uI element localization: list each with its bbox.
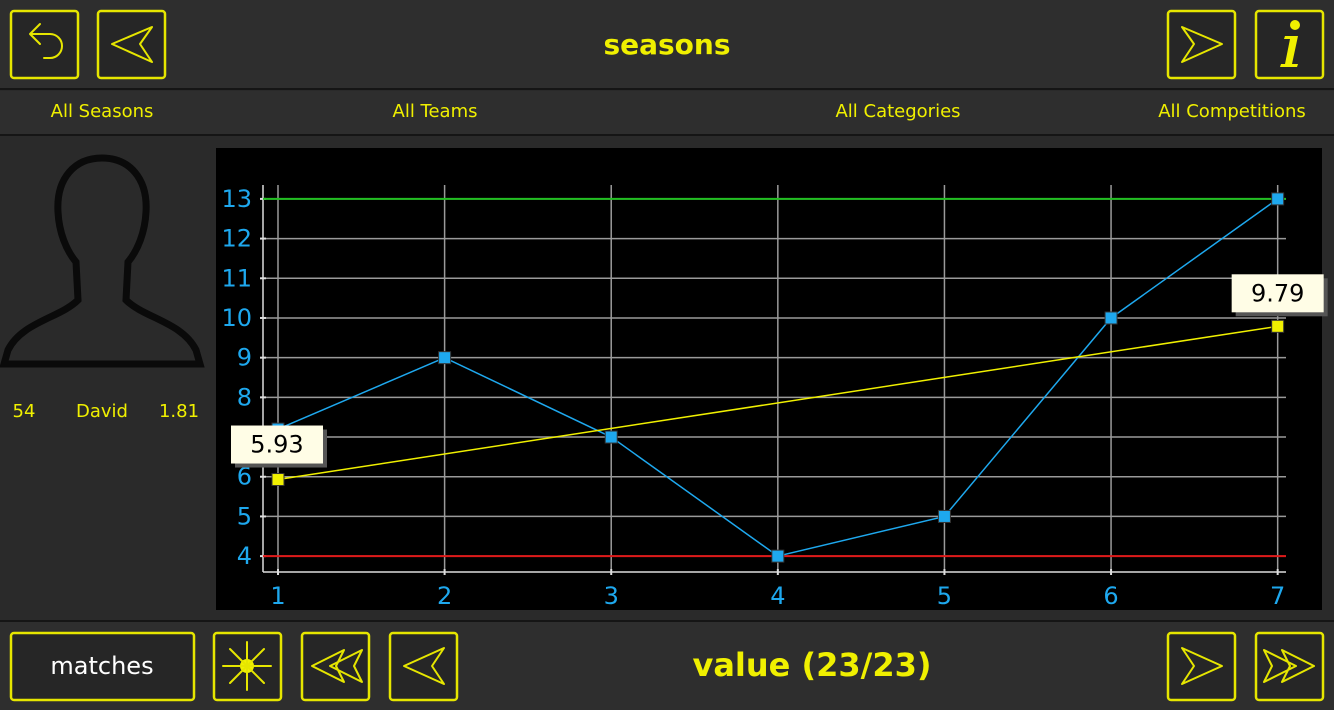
- player-number: 54: [13, 401, 36, 422]
- y-tick-label: 12: [221, 225, 252, 253]
- x-tick-label: 7: [1270, 582, 1285, 610]
- prev-button[interactable]: [96, 9, 167, 80]
- value-counter: value (23/23): [692, 646, 931, 684]
- chart: 4567891011121312345675.939.79: [221, 185, 1328, 610]
- x-tick-label: 4: [770, 582, 785, 610]
- y-tick-label: 6: [237, 463, 252, 491]
- value-label-box: [230, 425, 323, 464]
- filter-bar: [0, 91, 1334, 134]
- data-line-marker: [604, 430, 618, 444]
- next-button[interactable]: [1166, 9, 1237, 80]
- data-line-marker: [438, 351, 452, 365]
- value-label: 9.79: [1251, 279, 1304, 307]
- filter[interactable]: All Categories: [835, 101, 960, 122]
- x-tick-label: 3: [604, 582, 619, 610]
- y-tick-label: 13: [221, 185, 252, 213]
- player-name: David: [76, 401, 128, 422]
- first-button[interactable]: [300, 631, 371, 702]
- data-line-marker: [937, 509, 951, 523]
- y-tick-label: 8: [237, 383, 252, 411]
- data-line-marker: [771, 549, 785, 563]
- y-tick-label: 5: [237, 502, 252, 530]
- value-label: 5.93: [250, 431, 303, 459]
- y-tick-label: 4: [237, 542, 252, 570]
- player-height: 1.81: [159, 401, 199, 422]
- y-tick-label: 11: [221, 264, 252, 292]
- page-title: seasons: [603, 28, 730, 61]
- x-tick-label: 2: [437, 582, 452, 610]
- data-line-marker: [1104, 311, 1118, 325]
- value-label-box: [1231, 274, 1324, 313]
- player-avatar: [0, 154, 205, 368]
- next-value-button[interactable]: [1166, 631, 1237, 702]
- y-tick-label: 9: [237, 344, 252, 372]
- matches-button[interactable]: matches: [9, 631, 196, 702]
- trend-line-marker: [1271, 319, 1285, 333]
- x-tick-label: 5: [937, 582, 952, 610]
- filter[interactable]: All Seasons: [51, 101, 154, 122]
- x-tick-label: 6: [1103, 582, 1118, 610]
- x-tick-label: 1: [270, 582, 285, 610]
- back-button[interactable]: [9, 9, 80, 80]
- data-line-marker: [1271, 192, 1285, 206]
- prev-value-button[interactable]: [388, 631, 459, 702]
- network-button[interactable]: [212, 631, 283, 702]
- last-button[interactable]: [1254, 631, 1325, 702]
- button-label: matches: [50, 652, 153, 680]
- chart-panel: [216, 148, 1322, 610]
- bottom-bar: [0, 622, 1334, 710]
- y-tick-label: 10: [221, 304, 252, 332]
- top-bar: [0, 0, 1334, 88]
- trend-line-marker: [271, 473, 285, 487]
- info-button[interactable]: [1254, 9, 1325, 80]
- trend-line: [277, 325, 1278, 481]
- filter[interactable]: All Teams: [393, 101, 478, 122]
- filter[interactable]: All Competitions: [1158, 101, 1306, 122]
